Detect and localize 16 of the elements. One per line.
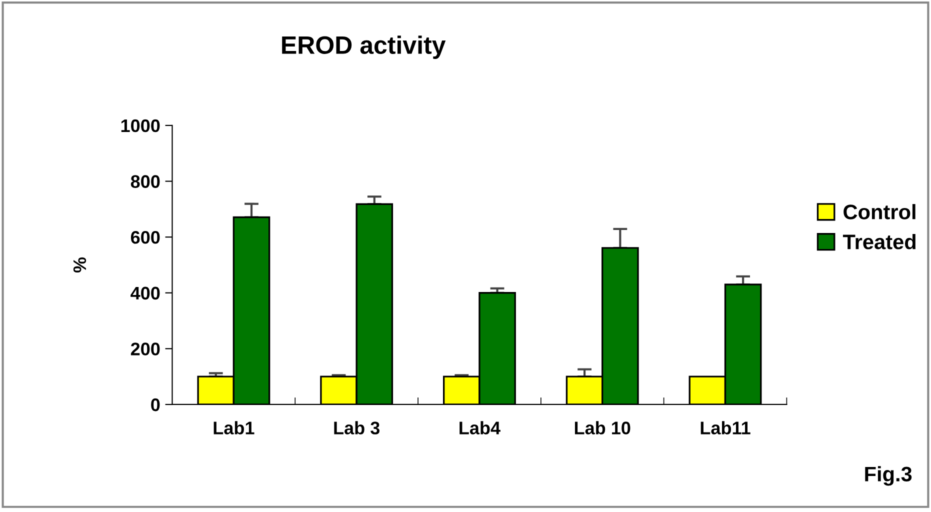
x-tick-label: Lab11 [700, 421, 750, 434]
y-tick-label: 200 [130, 342, 160, 356]
chart-title: EROD activity [282, 36, 446, 59]
legend-label: Control [844, 204, 916, 220]
y-tick-label: 1000 [121, 119, 160, 132]
y-tick-label: 400 [130, 286, 160, 300]
y-axis-title: % [73, 257, 86, 273]
x-tick-label: Lab 10 [574, 421, 630, 434]
y-tick-label: 600 [130, 230, 160, 244]
legend-label: Treated [842, 234, 916, 250]
y-tick-label: 800 [130, 175, 160, 188]
y-tick-label: 0 [151, 398, 160, 412]
x-tick-label: Lab4 [460, 421, 500, 434]
caption: Fig.3 [865, 466, 912, 486]
x-tick-label: Lab1 [214, 421, 254, 434]
x-tick-label: Lab 3 [334, 421, 380, 434]
